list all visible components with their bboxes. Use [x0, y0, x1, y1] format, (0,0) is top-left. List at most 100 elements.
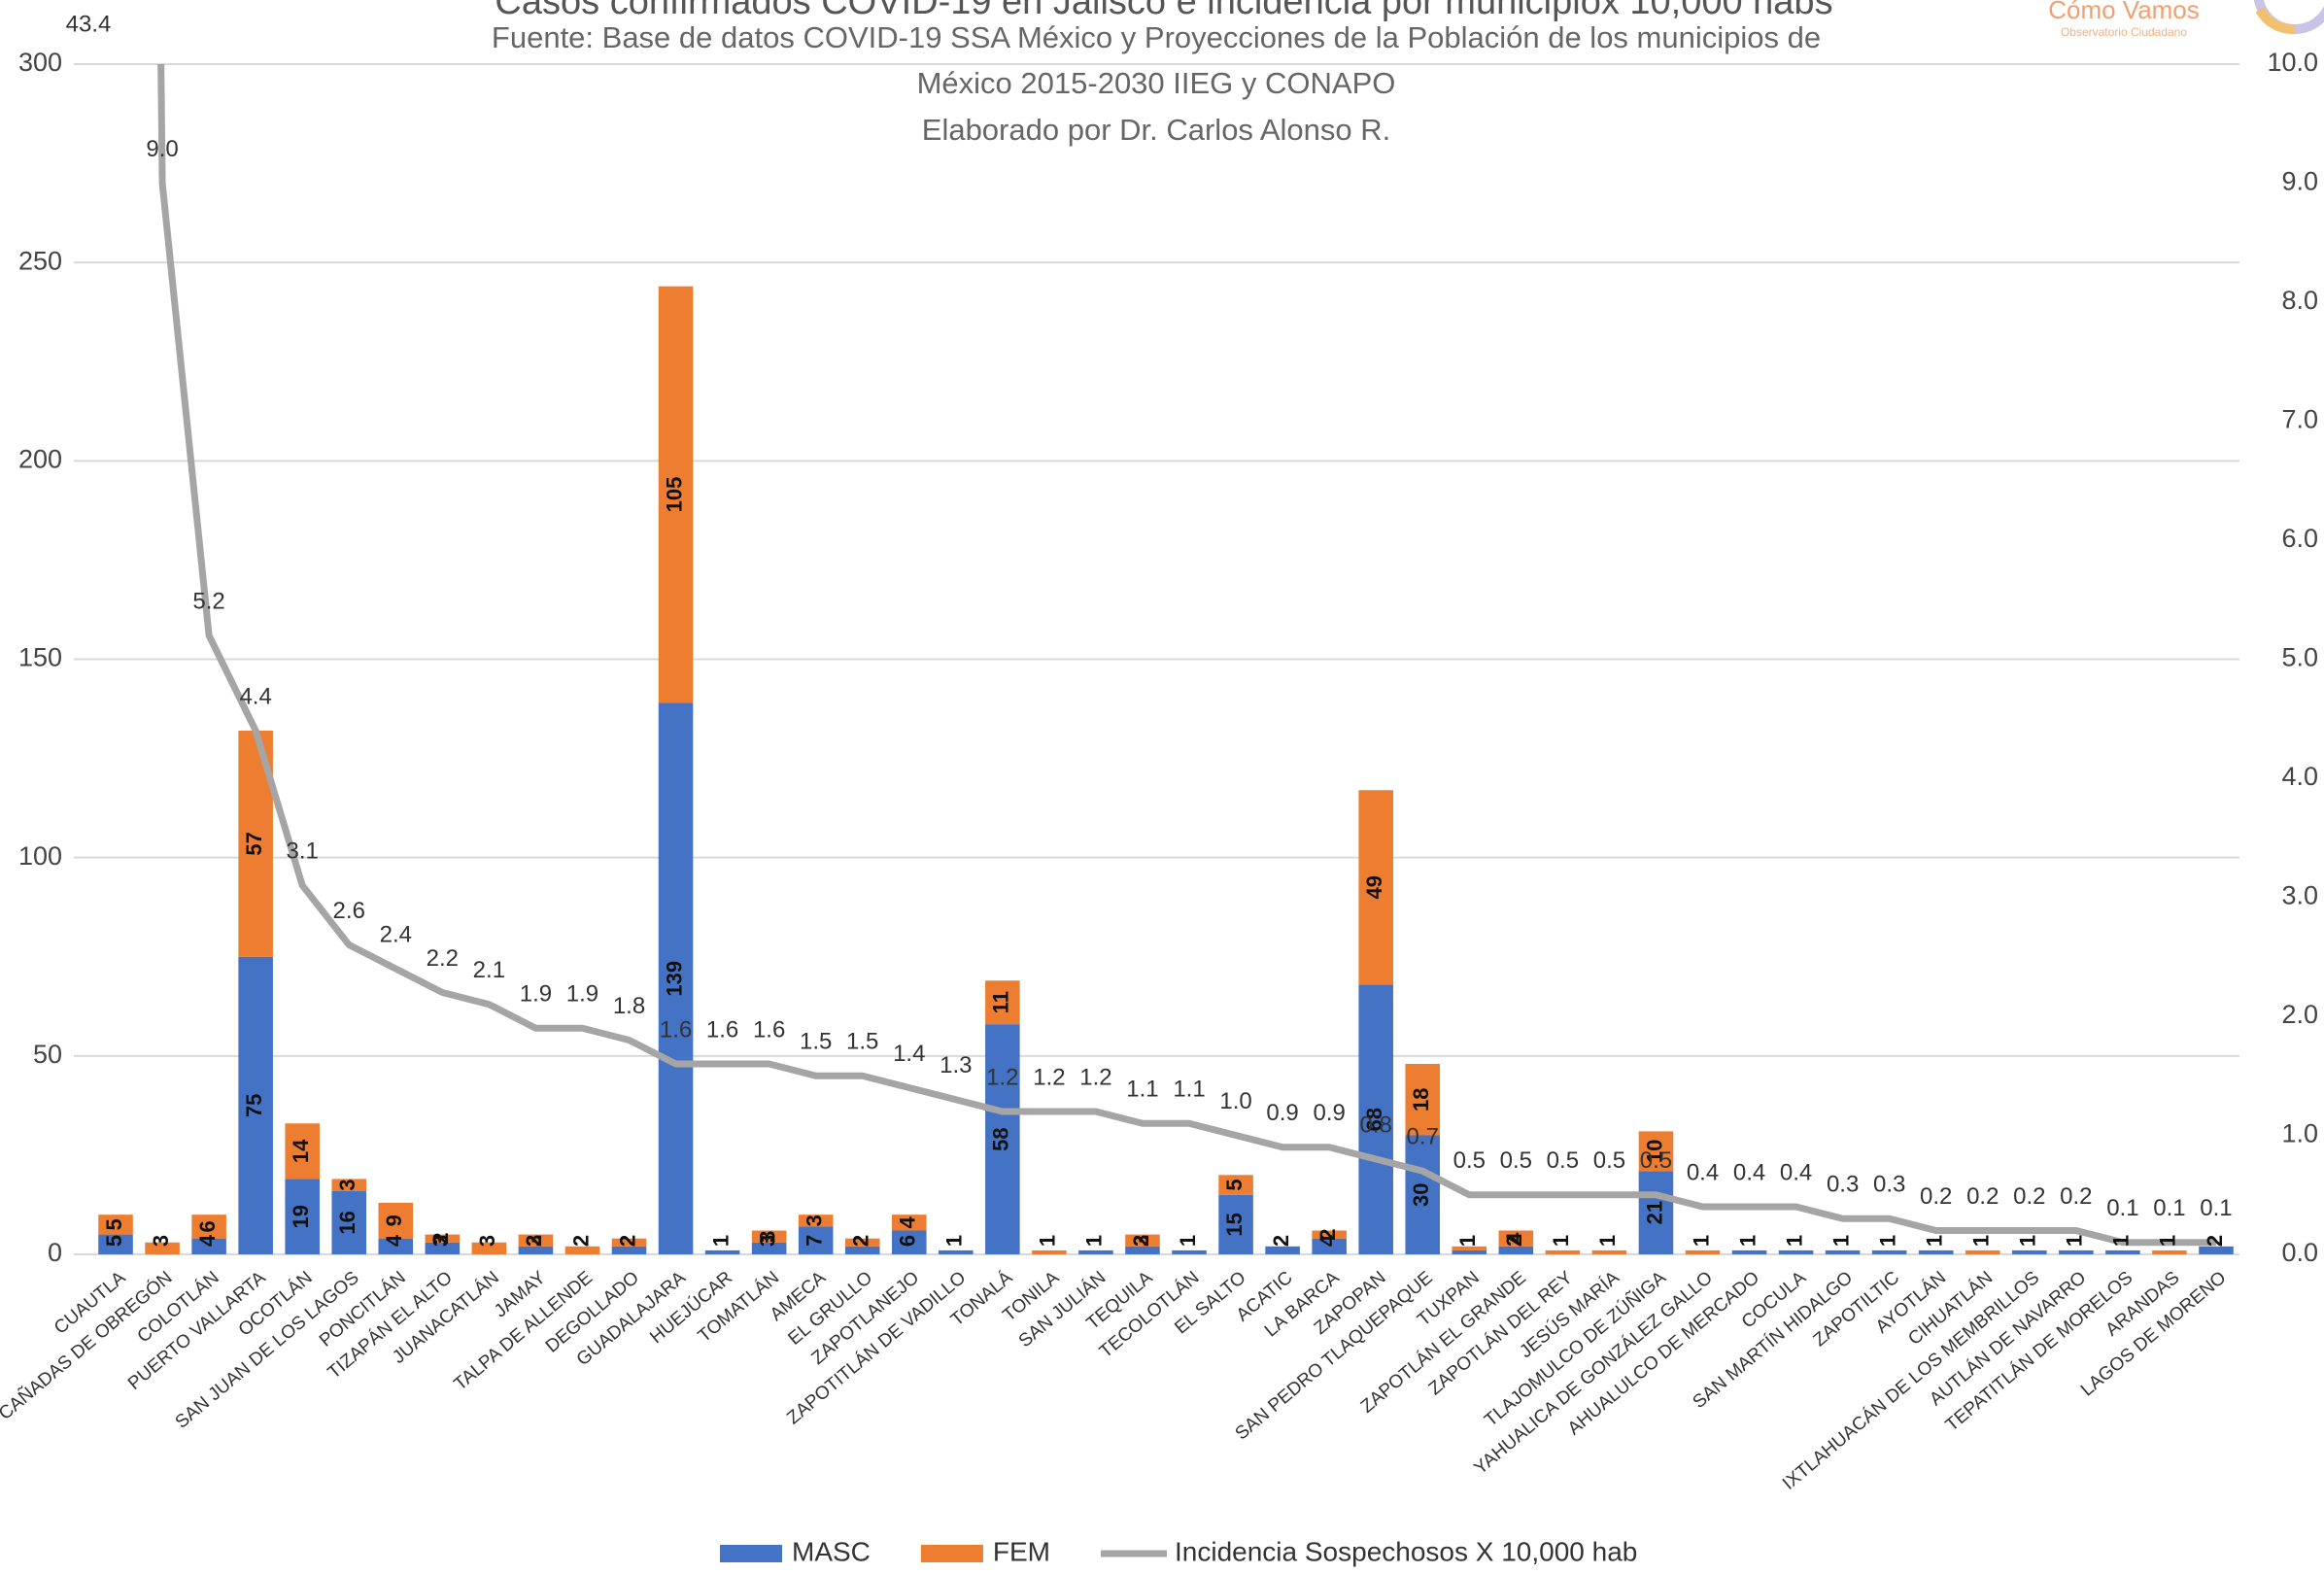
line-value-label: 1.9	[566, 981, 598, 1008]
bar-value-label: 3	[755, 1235, 779, 1247]
line-value-label: 0.5	[1593, 1147, 1625, 1174]
bar	[1405, 1135, 1441, 1254]
bar-value-label: 3	[755, 1231, 779, 1243]
line-value-label: 0.7	[1407, 1124, 1439, 1150]
bar-value-label: 1	[942, 1235, 967, 1247]
bar-value-label: 6	[195, 1220, 220, 1232]
bar	[145, 1242, 180, 1254]
chart-subtitle: Fuente: Base de datos COVID-19 SSA Méxic…	[492, 20, 1821, 54]
line-value-label: 0.1	[2200, 1195, 2232, 1221]
bar-value-label: 68	[1362, 1108, 1386, 1131]
bar	[1591, 1249, 1627, 1254]
bar-value-label: 5	[1222, 1179, 1247, 1190]
line-value-label: 0.1	[2106, 1195, 2138, 1221]
bar	[751, 1230, 787, 1243]
line-value-label: 0.2	[2060, 1183, 2092, 1210]
logo-tagline: Observatorio Ciudadano	[2061, 25, 2187, 39]
bar	[1358, 984, 1393, 1254]
bar	[844, 1238, 880, 1247]
line-value-label: 1.1	[1126, 1077, 1158, 1103]
bar-value-label: 2	[2203, 1235, 2227, 1247]
bar-value-label: 5	[102, 1218, 126, 1230]
line	[157, 64, 2216, 1247]
bar-value-label: 3	[428, 1235, 453, 1247]
y-tick-label: 150	[18, 643, 62, 672]
bar-value-label: 58	[989, 1127, 1013, 1150]
line-value-label: 1.4	[893, 1041, 925, 1067]
bar	[1405, 1064, 1441, 1136]
line-value-label: 0.2	[2013, 1183, 2045, 1210]
bar	[1312, 1238, 1347, 1254]
y-tick-label: 250	[18, 246, 62, 275]
bar-value-label: 5	[102, 1235, 126, 1247]
y2-tick-label: 9.0	[2281, 167, 2318, 196]
bar-value-label: 1	[1549, 1235, 1573, 1247]
y2-tick-label: 5.0	[2281, 643, 2318, 672]
bar	[98, 1234, 133, 1254]
bar-value-label: 1	[2109, 1235, 2134, 1247]
bar	[2199, 1246, 2234, 1254]
chart-subtitle: Elaborado por Dr. Carlos Alonso R.	[922, 113, 1390, 147]
y2-tick-label: 7.0	[2281, 405, 2318, 434]
bar-value-label: 3	[149, 1235, 173, 1247]
bar	[1638, 1131, 1674, 1172]
line-value-label: 3.1	[287, 838, 319, 865]
bar-value-label: 1	[1782, 1235, 1806, 1247]
line-value-label: 0.3	[1873, 1172, 1905, 1198]
bar	[798, 1215, 834, 1227]
line-value-label: 0.9	[1313, 1100, 1345, 1126]
bar-value-label: 1	[2156, 1235, 2180, 1247]
bar	[2012, 1249, 2047, 1254]
line-value-label: 0.5	[1547, 1147, 1579, 1174]
bar	[985, 980, 1020, 1025]
bar	[285, 1123, 320, 1180]
line-value-label: 0.5	[1640, 1147, 1672, 1174]
bar-value-label: 3	[802, 1215, 826, 1226]
bar-value-label: 139	[662, 961, 686, 997]
logo-ring	[2255, 7, 2296, 35]
bar	[1125, 1234, 1160, 1247]
bar	[425, 1234, 461, 1243]
bar	[564, 1246, 600, 1254]
line-value-label: 1.5	[800, 1029, 832, 1055]
line-value-label: 0.8	[1360, 1112, 1392, 1138]
bar-value-label: 16	[335, 1211, 359, 1234]
line-value-label: 0.4	[1780, 1159, 1812, 1185]
line-value-label: 43.4	[66, 11, 112, 37]
bar	[1032, 1249, 1067, 1254]
bar-value-label: 9	[382, 1215, 406, 1226]
bar	[611, 1238, 647, 1247]
bar-value-label: 1	[1969, 1235, 1994, 1247]
line-value-label: 1.0	[1219, 1088, 1251, 1114]
bar	[1498, 1246, 1534, 1254]
line-value-label: 1.8	[613, 993, 645, 1019]
bar-value-label: 4	[896, 1215, 920, 1228]
bar	[1778, 1249, 1814, 1254]
bar	[1218, 1175, 1253, 1195]
bar-value-label: 3	[522, 1235, 546, 1247]
bar	[985, 1024, 1020, 1254]
line-value-label: 0.4	[1687, 1159, 1719, 1185]
line-value-label: 2.2	[427, 945, 459, 972]
bar-value-label: 2	[849, 1235, 873, 1247]
legend-label: Incidencia Sospechosos X 10,000 hab	[1175, 1536, 1637, 1566]
bar	[378, 1238, 414, 1254]
bar-value-label: 1	[2016, 1235, 2040, 1247]
bar-value-label: 1	[1595, 1235, 1620, 1247]
bar-value-label: 2	[522, 1235, 546, 1247]
bar	[1312, 1230, 1347, 1239]
y2-tick-label: 3.0	[2281, 881, 2318, 910]
bar-value-label: 2	[615, 1235, 639, 1247]
bar	[658, 286, 694, 703]
bar	[285, 1179, 320, 1254]
bar	[331, 1179, 367, 1191]
bar-value-label: 18	[1409, 1088, 1433, 1112]
bar-value-label: 2	[568, 1235, 593, 1247]
bar-value-label: 1	[2063, 1235, 2087, 1247]
bar	[1452, 1249, 1487, 1254]
bar	[1172, 1249, 1207, 1254]
line-value-label: 2.6	[333, 898, 365, 924]
line-value-label: 1.1	[1173, 1077, 1205, 1103]
bar	[1871, 1249, 1907, 1254]
